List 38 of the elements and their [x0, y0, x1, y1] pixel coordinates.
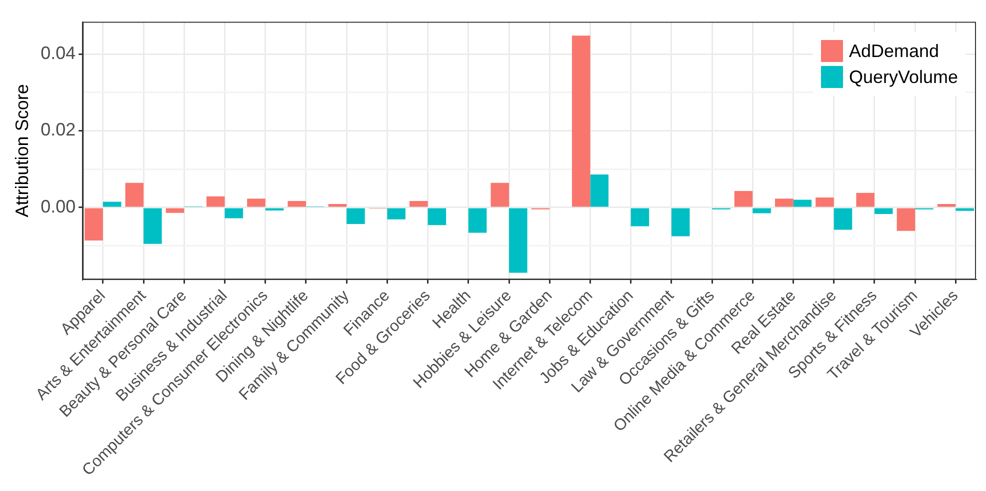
- bar: [734, 190, 753, 207]
- bar: [206, 196, 225, 207]
- bar: [816, 198, 834, 207]
- bar: [671, 208, 690, 236]
- bar: [468, 208, 487, 233]
- bar: [84, 208, 103, 240]
- bar: [102, 202, 122, 207]
- bar: [630, 208, 650, 226]
- y-axis-title: Attribution Score: [12, 84, 32, 218]
- bar: [774, 198, 794, 207]
- bar: [387, 208, 406, 220]
- bar: [752, 208, 771, 214]
- legend-label: AdDemand: [848, 40, 939, 62]
- bar: [410, 200, 428, 207]
- bar: [288, 200, 306, 207]
- y-tick-label: 0.02: [40, 120, 76, 140]
- bar: [956, 208, 974, 211]
- bar: [856, 192, 874, 207]
- bar: [834, 208, 852, 230]
- bar: [247, 198, 266, 207]
- bar: [937, 204, 956, 207]
- bar: [166, 208, 184, 213]
- bar: [896, 208, 916, 231]
- bar: [265, 208, 284, 211]
- bar: [224, 208, 244, 218]
- bar: [793, 200, 812, 207]
- y-tick-label: 0.00: [40, 196, 76, 216]
- legend-label: QueryVolume: [848, 66, 958, 88]
- bar: [490, 182, 510, 207]
- y-tick-label: 0.04: [40, 42, 76, 63]
- bar: [874, 208, 893, 214]
- bar: [590, 174, 608, 207]
- bar: [509, 208, 528, 273]
- bar: [328, 204, 347, 207]
- bar: [144, 208, 162, 244]
- bar: [125, 182, 144, 207]
- bar: [346, 208, 365, 224]
- bar: [428, 208, 446, 226]
